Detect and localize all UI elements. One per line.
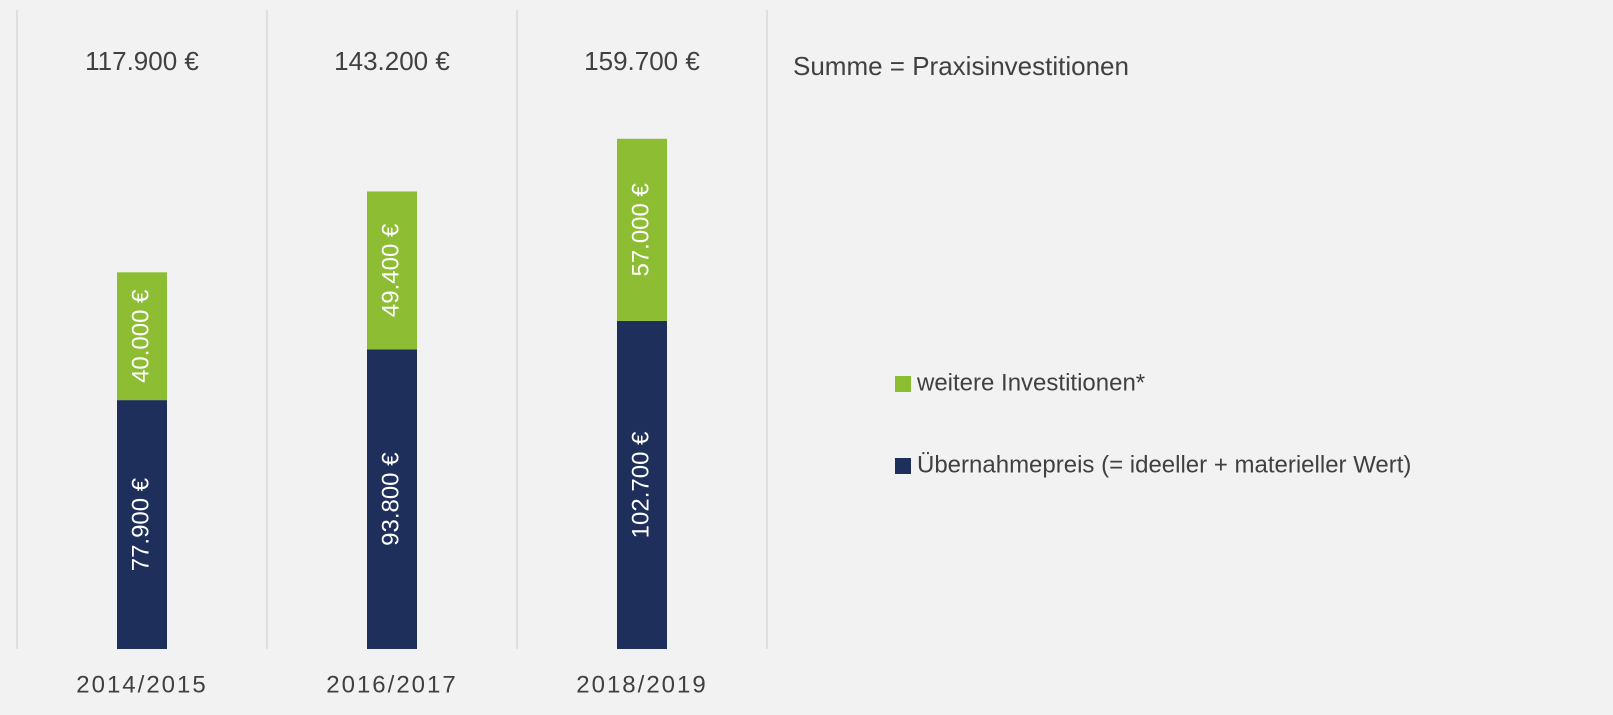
x-tick-label: 2016/2017 bbox=[326, 671, 457, 698]
bar-segment bbox=[367, 191, 417, 350]
legend-label: Übernahmepreis (= ideeller + materieller… bbox=[917, 451, 1411, 478]
value-label: 77.900 € bbox=[127, 477, 154, 571]
value-label: 49.400 € bbox=[377, 223, 404, 317]
bar-segment bbox=[617, 138, 667, 321]
value-label: 40.000 € bbox=[127, 289, 154, 383]
bar-segment bbox=[117, 272, 167, 401]
annotation: Summe = Praxisinvestitionen bbox=[793, 51, 1129, 81]
legend-swatch bbox=[895, 458, 911, 474]
x-tick-label: 2018/2019 bbox=[576, 671, 707, 698]
total-label: 143.200 € bbox=[334, 46, 450, 76]
value-label: 102.700 € bbox=[627, 431, 654, 538]
legend-swatch bbox=[895, 376, 911, 392]
bar-segment bbox=[617, 320, 667, 649]
bar-segment bbox=[117, 400, 167, 649]
total-label: 117.900 € bbox=[85, 46, 199, 76]
legend-label: weitere Investitionen* bbox=[916, 369, 1145, 396]
value-label: 93.800 € bbox=[377, 452, 404, 546]
value-label: 57.000 € bbox=[627, 182, 654, 276]
bar-segment bbox=[367, 349, 417, 649]
x-tick-label: 2014/2015 bbox=[76, 671, 207, 698]
total-label: 159.700 € bbox=[584, 46, 700, 76]
